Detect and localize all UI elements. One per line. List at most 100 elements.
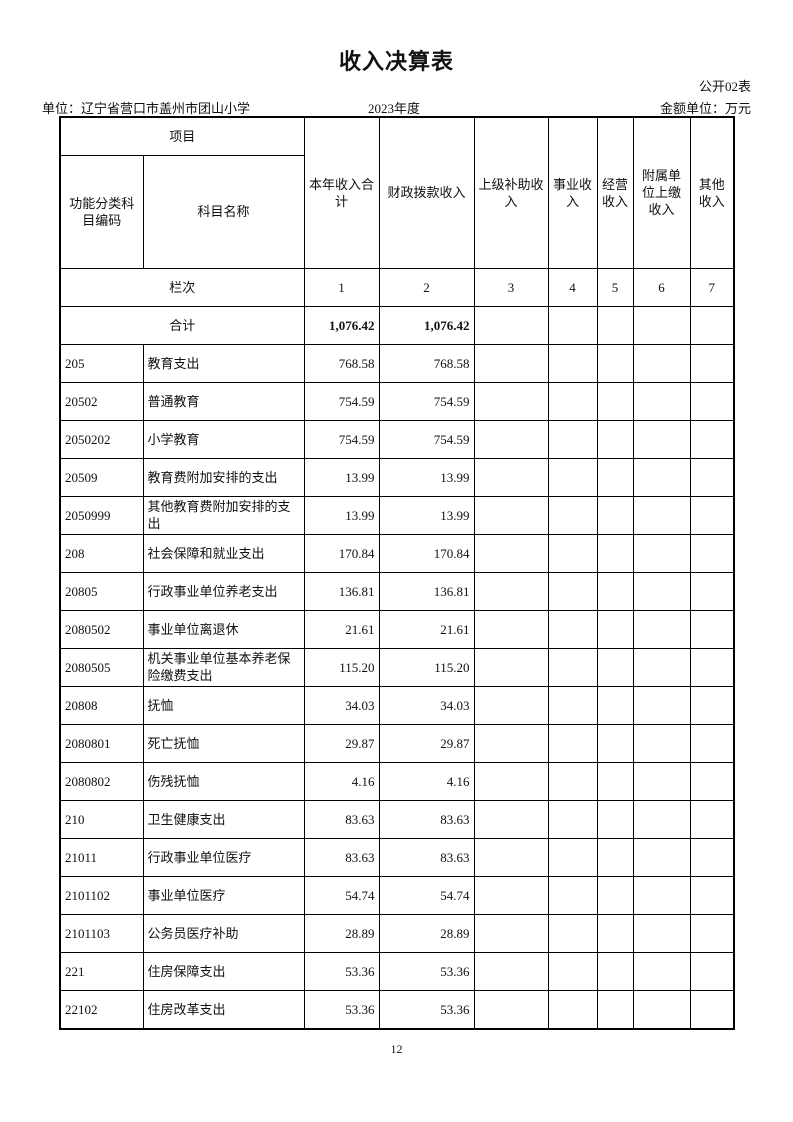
row-code: 20805	[59, 571, 144, 611]
row-value	[689, 761, 735, 801]
fiscal-year: 2023年度	[368, 101, 421, 116]
row-value	[596, 723, 634, 763]
row-value: 53.36	[303, 951, 380, 991]
table-row: 210 卫生健康支出 83.63 83.63	[59, 799, 735, 839]
row-value	[547, 609, 598, 649]
row-value: 754.59	[303, 419, 380, 459]
row-value	[473, 837, 549, 877]
row-value	[689, 343, 735, 383]
row-value	[596, 951, 634, 991]
table-row: 21011 行政事业单位医疗 83.63 83.63	[59, 837, 735, 877]
row-value	[547, 799, 598, 839]
row-value: 4.16	[378, 761, 475, 801]
row-value	[596, 343, 634, 383]
row-value	[632, 571, 691, 611]
row-value	[473, 533, 549, 573]
table-row: 20805 行政事业单位养老支出 136.81 136.81	[59, 571, 735, 611]
row-value: 28.89	[303, 913, 380, 953]
table-row: 2080505 机关事业单位基本养老保险缴费支出 115.20 115.20	[59, 647, 735, 687]
row-value	[689, 837, 735, 877]
table-row: 208 社会保障和就业支出 170.84 170.84	[59, 533, 735, 573]
row-value	[473, 343, 549, 383]
row-value	[596, 799, 634, 839]
table-row: 2101102 事业单位医疗 54.74 54.74	[59, 875, 735, 915]
row-value	[473, 381, 549, 421]
seq-cell: 7	[689, 267, 735, 307]
row-value	[689, 533, 735, 573]
header-project: 项目	[59, 116, 305, 156]
row-value	[547, 533, 598, 573]
table-row: 2080502 事业单位离退休 21.61 21.61	[59, 609, 735, 649]
row-value	[689, 419, 735, 459]
row-name: 卫生健康支出	[147, 811, 226, 827]
row-value	[473, 951, 549, 991]
row-name-cell: 死亡抚恤	[142, 723, 305, 763]
row-name: 住房改革支出	[147, 1001, 226, 1017]
row-value	[632, 609, 691, 649]
row-name-cell: 事业单位医疗	[142, 875, 305, 915]
row-value	[547, 457, 598, 497]
row-value	[689, 913, 735, 953]
row-value	[547, 723, 598, 763]
row-value	[596, 495, 634, 535]
row-name: 伤残抚恤	[147, 773, 200, 789]
table-row: 20808 抚恤 34.03 34.03	[59, 685, 735, 725]
row-value	[596, 571, 634, 611]
row-value	[632, 799, 691, 839]
table-row: 205 教育支出 768.58 768.58	[59, 343, 735, 383]
row-value	[596, 989, 634, 1029]
row-code: 208	[59, 533, 144, 573]
row-value: 21.61	[378, 609, 475, 649]
row-value	[547, 343, 598, 383]
row-code: 2101103	[59, 913, 144, 953]
row-value	[689, 951, 735, 991]
row-value	[596, 533, 634, 573]
row-code: 2080502	[59, 609, 144, 649]
row-value: 53.36	[378, 989, 475, 1029]
row-value	[473, 761, 549, 801]
row-code: 2080802	[59, 761, 144, 801]
row-value: 4.16	[303, 761, 380, 801]
row-value	[689, 571, 735, 611]
row-name-cell: 行政事业单位养老支出	[142, 571, 305, 611]
header-code: 功能分类科目编码	[59, 154, 144, 269]
row-value: 83.63	[303, 837, 380, 877]
row-value: 53.36	[378, 951, 475, 991]
row-value: 136.81	[378, 571, 475, 611]
row-value	[596, 761, 634, 801]
row-value: 28.89	[378, 913, 475, 953]
row-name-cell: 抚恤	[142, 685, 305, 725]
form-number: 公开02表	[698, 79, 751, 94]
page-title: 收入决算表	[338, 50, 454, 75]
row-value	[632, 457, 691, 497]
row-value	[596, 837, 634, 877]
row-value: 21.61	[303, 609, 380, 649]
row-value	[547, 875, 598, 915]
row-value	[473, 609, 549, 649]
header-col-7: 其他收入	[689, 116, 735, 269]
row-value	[547, 837, 598, 877]
row-value	[547, 419, 598, 459]
row-value	[547, 951, 598, 991]
row-value: 754.59	[378, 381, 475, 421]
row-value: 13.99	[378, 457, 475, 497]
row-value	[632, 989, 691, 1029]
row-name: 普通教育	[147, 393, 200, 409]
row-code: 21011	[59, 837, 144, 877]
header-col-6: 附属单位上缴收入	[632, 116, 691, 269]
row-value	[632, 647, 691, 687]
row-name-cell: 行政事业单位医疗	[142, 837, 305, 877]
row-value: 83.63	[378, 837, 475, 877]
row-value	[596, 913, 634, 953]
row-value	[473, 647, 549, 687]
row-code: 210	[59, 799, 144, 839]
row-value	[547, 685, 598, 725]
row-name-cell: 教育费附加安排的支出	[142, 457, 305, 497]
row-value: 754.59	[378, 419, 475, 459]
total-value: 1,076.42	[303, 305, 380, 345]
table-row: 2050999 其他教育费附加安排的支出 13.99 13.99	[59, 495, 735, 535]
row-value	[547, 761, 598, 801]
seq-label: 栏次	[59, 267, 305, 307]
seq-cell: 6	[632, 267, 691, 307]
row-value	[473, 419, 549, 459]
